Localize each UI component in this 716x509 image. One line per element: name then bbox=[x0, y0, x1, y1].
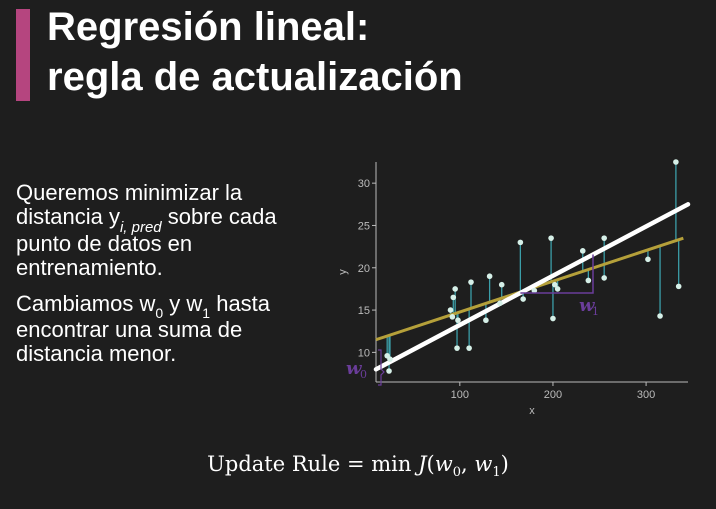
update-rule-formula: Update Rule = min J(w0, w1) bbox=[0, 452, 716, 480]
updated-regression-line bbox=[373, 202, 691, 372]
slide-title: Regresión lineal: regla de actualización bbox=[47, 2, 463, 102]
data-point bbox=[531, 287, 538, 294]
title-accent-bar bbox=[16, 9, 30, 101]
slope-triangle bbox=[520, 254, 594, 294]
data-point bbox=[673, 159, 679, 165]
formula-w1-sub: 1 bbox=[492, 465, 501, 481]
formula-min: min bbox=[371, 452, 419, 476]
data-point bbox=[447, 307, 454, 313]
data-point bbox=[552, 281, 558, 288]
data-point bbox=[387, 356, 393, 362]
data-point bbox=[483, 317, 489, 324]
formula-w0: w bbox=[434, 452, 453, 476]
formula-comma: , bbox=[460, 452, 475, 476]
title-line-1: Regresión lineal: bbox=[47, 5, 370, 49]
p2-text-b: y w bbox=[163, 291, 203, 316]
p1-subscript: i, pred bbox=[119, 219, 162, 236]
data-point bbox=[386, 368, 392, 374]
p2-text-c: hasta encontrar una suma de distancia me… bbox=[16, 291, 271, 366]
p2-sub-0: 0 bbox=[155, 305, 164, 321]
data-point bbox=[468, 279, 474, 285]
data-point bbox=[449, 314, 456, 320]
data-point bbox=[455, 317, 461, 324]
x-tick-label: 200 bbox=[544, 389, 562, 401]
data-point bbox=[454, 345, 460, 351]
p1-text-b: sobre cada punto de datos en entrenamien… bbox=[16, 204, 277, 280]
p2-text-a: Cambiamos w bbox=[16, 291, 156, 316]
p1-text-a: Queremos minimizar la distancia y bbox=[16, 180, 243, 229]
y-tick-label: 30 bbox=[358, 178, 370, 190]
data-point bbox=[585, 277, 592, 284]
x-tick-label: 300 bbox=[637, 389, 655, 401]
formula-w0-sub: 0 bbox=[452, 465, 461, 481]
title-line-2: regla de actualización bbox=[47, 55, 463, 99]
y-tick-label: 20 bbox=[358, 263, 370, 275]
data-point bbox=[517, 239, 524, 246]
data-point bbox=[498, 281, 505, 288]
regression-lines bbox=[373, 202, 691, 372]
w1-label: w bbox=[579, 295, 596, 316]
data-point bbox=[452, 286, 458, 292]
w0-label: w bbox=[346, 358, 363, 379]
formula-w1: w bbox=[474, 452, 493, 476]
data-point bbox=[675, 283, 682, 290]
formula-open-paren: ( bbox=[426, 452, 435, 476]
data-point bbox=[497, 300, 503, 307]
intercept-brace bbox=[378, 349, 385, 386]
data-point bbox=[550, 315, 556, 322]
data-point bbox=[548, 235, 554, 241]
w0-subscript: 0 bbox=[360, 368, 367, 381]
data-point bbox=[520, 296, 526, 302]
data-point bbox=[450, 294, 457, 301]
formula-label: Update Rule = bbox=[207, 452, 372, 476]
y-tick-label: 25 bbox=[358, 220, 370, 232]
formula-j: J bbox=[418, 452, 427, 476]
data-point bbox=[645, 256, 651, 263]
paragraph-2: Cambiamos w0 y w1 hasta encontrar una su… bbox=[16, 292, 306, 366]
p2-sub-1: 1 bbox=[202, 305, 211, 321]
w1-subscript: 1 bbox=[592, 305, 599, 318]
paragraph-1: Queremos minimizar la distancia yi, pred… bbox=[16, 181, 306, 280]
data-point bbox=[486, 273, 493, 280]
formula-close-paren: ) bbox=[500, 452, 509, 476]
data-point bbox=[601, 275, 607, 281]
data-point bbox=[657, 313, 663, 319]
data-point bbox=[579, 248, 586, 254]
data-point bbox=[466, 345, 472, 351]
data-points bbox=[384, 159, 682, 374]
y-tick-label: 10 bbox=[358, 347, 370, 359]
body-text: Queremos minimizar la distancia yi, pred… bbox=[16, 181, 306, 378]
data-point bbox=[601, 235, 607, 241]
y-tick-label: 15 bbox=[358, 305, 370, 317]
x-tick-label: 100 bbox=[451, 389, 469, 401]
x-axis-label: x bbox=[529, 405, 535, 417]
y-axis-label: y bbox=[337, 269, 349, 275]
data-point bbox=[554, 286, 561, 292]
